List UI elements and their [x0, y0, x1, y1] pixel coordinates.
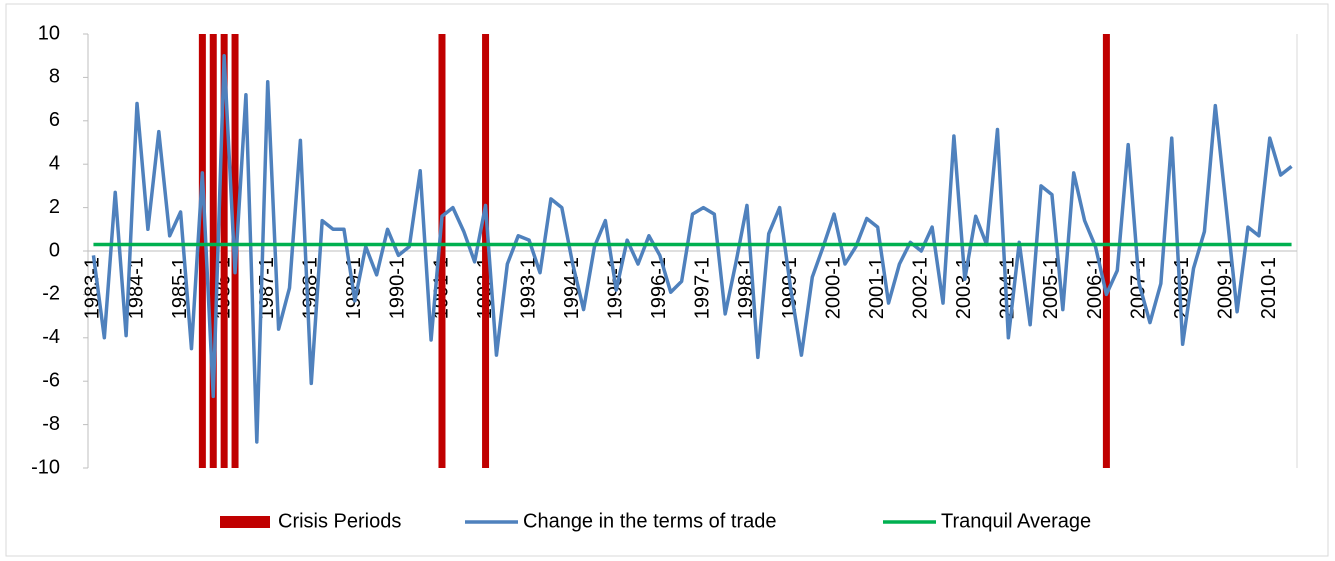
y-tick-label: -8: [42, 413, 60, 435]
crisis-bar: [438, 34, 446, 468]
y-tick-label: 6: [49, 109, 60, 131]
y-tick-label: -2: [42, 283, 60, 305]
x-tick-label: 2006-1: [1084, 257, 1106, 319]
y-tick-label: -10: [31, 456, 60, 478]
x-tick-label: 1996-1: [648, 257, 670, 319]
x-tick-label: 2009-1: [1214, 257, 1236, 319]
y-tick-label: 4: [49, 152, 60, 174]
x-tick-label: 1997-1: [692, 257, 714, 319]
legend-label: Tranquil Average: [941, 510, 1091, 532]
y-tick-label: 2: [49, 196, 60, 218]
x-tick-label: 2010-1: [1258, 257, 1280, 319]
y-tick-label: -4: [42, 326, 60, 348]
x-tick-label: 1994-1: [561, 257, 583, 319]
y-tick-label: 8: [49, 66, 60, 88]
x-tick-label: 1990-1: [387, 257, 409, 319]
x-tick-label: 2002-1: [910, 257, 932, 319]
y-tick-label: 10: [38, 22, 60, 44]
x-tick-label: 2003-1: [953, 257, 975, 319]
crisis-bar: [209, 34, 217, 468]
crisis-bar: [220, 34, 228, 468]
crisis-bar: [1102, 34, 1110, 468]
y-tick-label: -6: [42, 369, 60, 391]
x-tick-label: 1993-1: [517, 257, 539, 319]
legend-swatch: [220, 516, 270, 528]
crisis-bar: [482, 34, 490, 468]
x-tick-label: 2000-1: [822, 257, 844, 319]
crisis-bar: [198, 34, 206, 468]
y-tick-label: 0: [49, 239, 60, 261]
series-line: [91, 53, 1293, 444]
legend-label: Crisis Periods: [278, 510, 401, 532]
x-tick-label: 2005-1: [1040, 257, 1062, 319]
legend-label: Change in the terms of trade: [523, 510, 776, 532]
